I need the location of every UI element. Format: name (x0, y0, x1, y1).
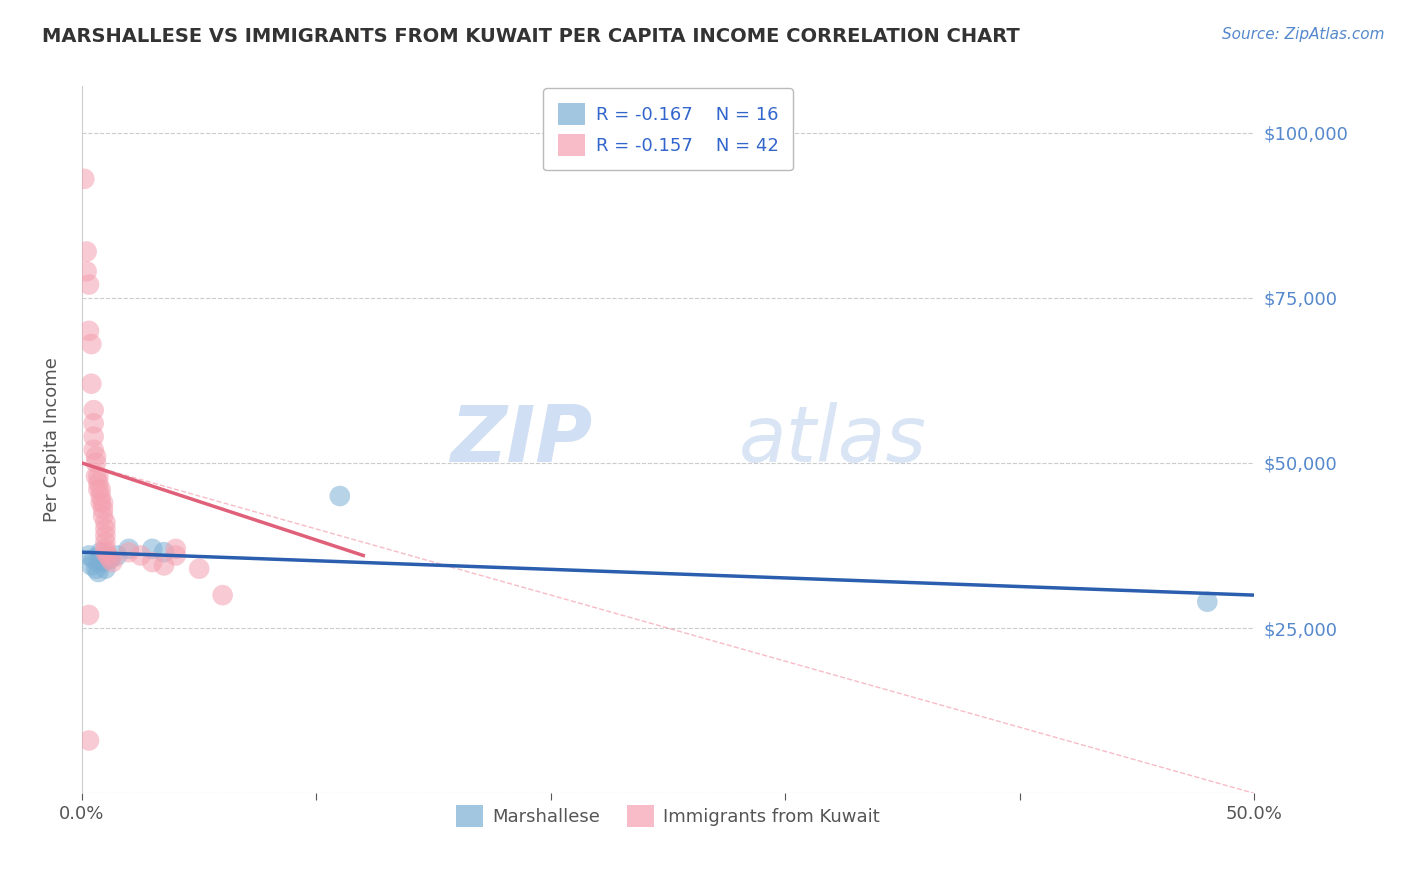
Point (91, 502, 114, 516)
Text: Source: ZipAtlas.com: Source: ZipAtlas.com (1222, 27, 1385, 42)
Point (83, 442, 105, 457)
Point (329, 489, 352, 503)
Point (94, 541, 117, 556)
Point (118, 541, 141, 556)
Point (77, 549, 100, 563)
Point (94, 545, 117, 559)
Point (141, 541, 163, 556)
Point (77, 277, 100, 292)
Point (94, 516, 117, 530)
Point (94, 535, 117, 549)
Point (98, 551, 121, 566)
Point (91, 555, 114, 569)
Text: MARSHALLESE VS IMMIGRANTS FROM KUWAIT PER CAPITA INCOME CORRELATION CHART: MARSHALLESE VS IMMIGRANTS FROM KUWAIT PE… (42, 27, 1019, 45)
Point (101, 555, 124, 569)
Point (73, 172, 96, 186)
Point (94, 529, 117, 543)
Point (94, 562, 117, 576)
Point (87, 469, 110, 483)
Point (129, 549, 152, 563)
Point (90, 545, 112, 559)
Point (91, 508, 114, 523)
Point (84, 469, 107, 483)
Point (211, 588, 233, 602)
Point (84, 450, 107, 464)
Point (94, 522, 117, 536)
Y-axis label: Per Capita Income: Per Capita Income (44, 358, 60, 523)
Point (87, 483, 110, 497)
Point (76, 264, 98, 278)
Point (165, 549, 187, 563)
Point (90, 483, 112, 497)
Point (77, 733, 100, 747)
Point (97, 549, 120, 563)
Point (105, 549, 128, 563)
Point (87, 475, 110, 490)
Point (165, 541, 187, 556)
Point (77, 607, 100, 622)
Point (87, 555, 110, 569)
Point (83, 417, 105, 431)
Point (80, 558, 103, 573)
Point (141, 555, 163, 569)
Point (153, 545, 176, 559)
Point (83, 403, 105, 417)
Point (98, 551, 121, 566)
Point (80, 376, 103, 391)
Point (84, 562, 107, 576)
Point (188, 562, 211, 576)
Point (90, 489, 112, 503)
Text: atlas: atlas (738, 402, 927, 478)
Point (153, 558, 176, 573)
Point (90, 495, 112, 509)
Text: ZIP: ZIP (450, 402, 592, 478)
Point (91, 495, 114, 509)
Point (80, 337, 103, 351)
Point (77, 324, 100, 338)
Point (83, 551, 105, 566)
Point (118, 545, 141, 559)
Legend: Marshallese, Immigrants from Kuwait: Marshallese, Immigrants from Kuwait (449, 797, 887, 834)
Point (1197, 595, 1219, 609)
Point (83, 429, 105, 443)
Point (84, 456, 107, 470)
Point (76, 244, 98, 259)
Point (87, 565, 110, 579)
